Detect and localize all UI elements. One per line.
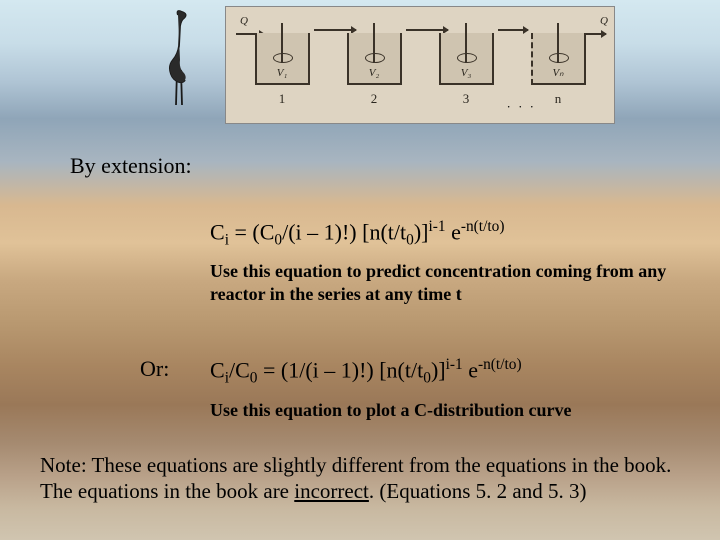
equation-1: Ci = (C0/(i – 1)!) [n(t/t0)]i-1 e-n(t/to… [210,218,504,250]
by-extension-label: By extension: [70,153,192,179]
equation-2-caption: Use this equation to plot a C-distributi… [210,400,670,421]
or-label: Or: [140,356,169,382]
footnote: Note: These equations are slightly diffe… [40,452,690,505]
equation-1-caption: Use this equation to predict concentrati… [210,260,670,305]
slide-text-content: By extension: Ci = (C0/(i – 1)!) [n(t/t0… [0,0,720,540]
equation-2: Ci/C0 = (1/(i – 1)!) [n(t/t0)]i-1 e-n(t/… [210,356,522,388]
